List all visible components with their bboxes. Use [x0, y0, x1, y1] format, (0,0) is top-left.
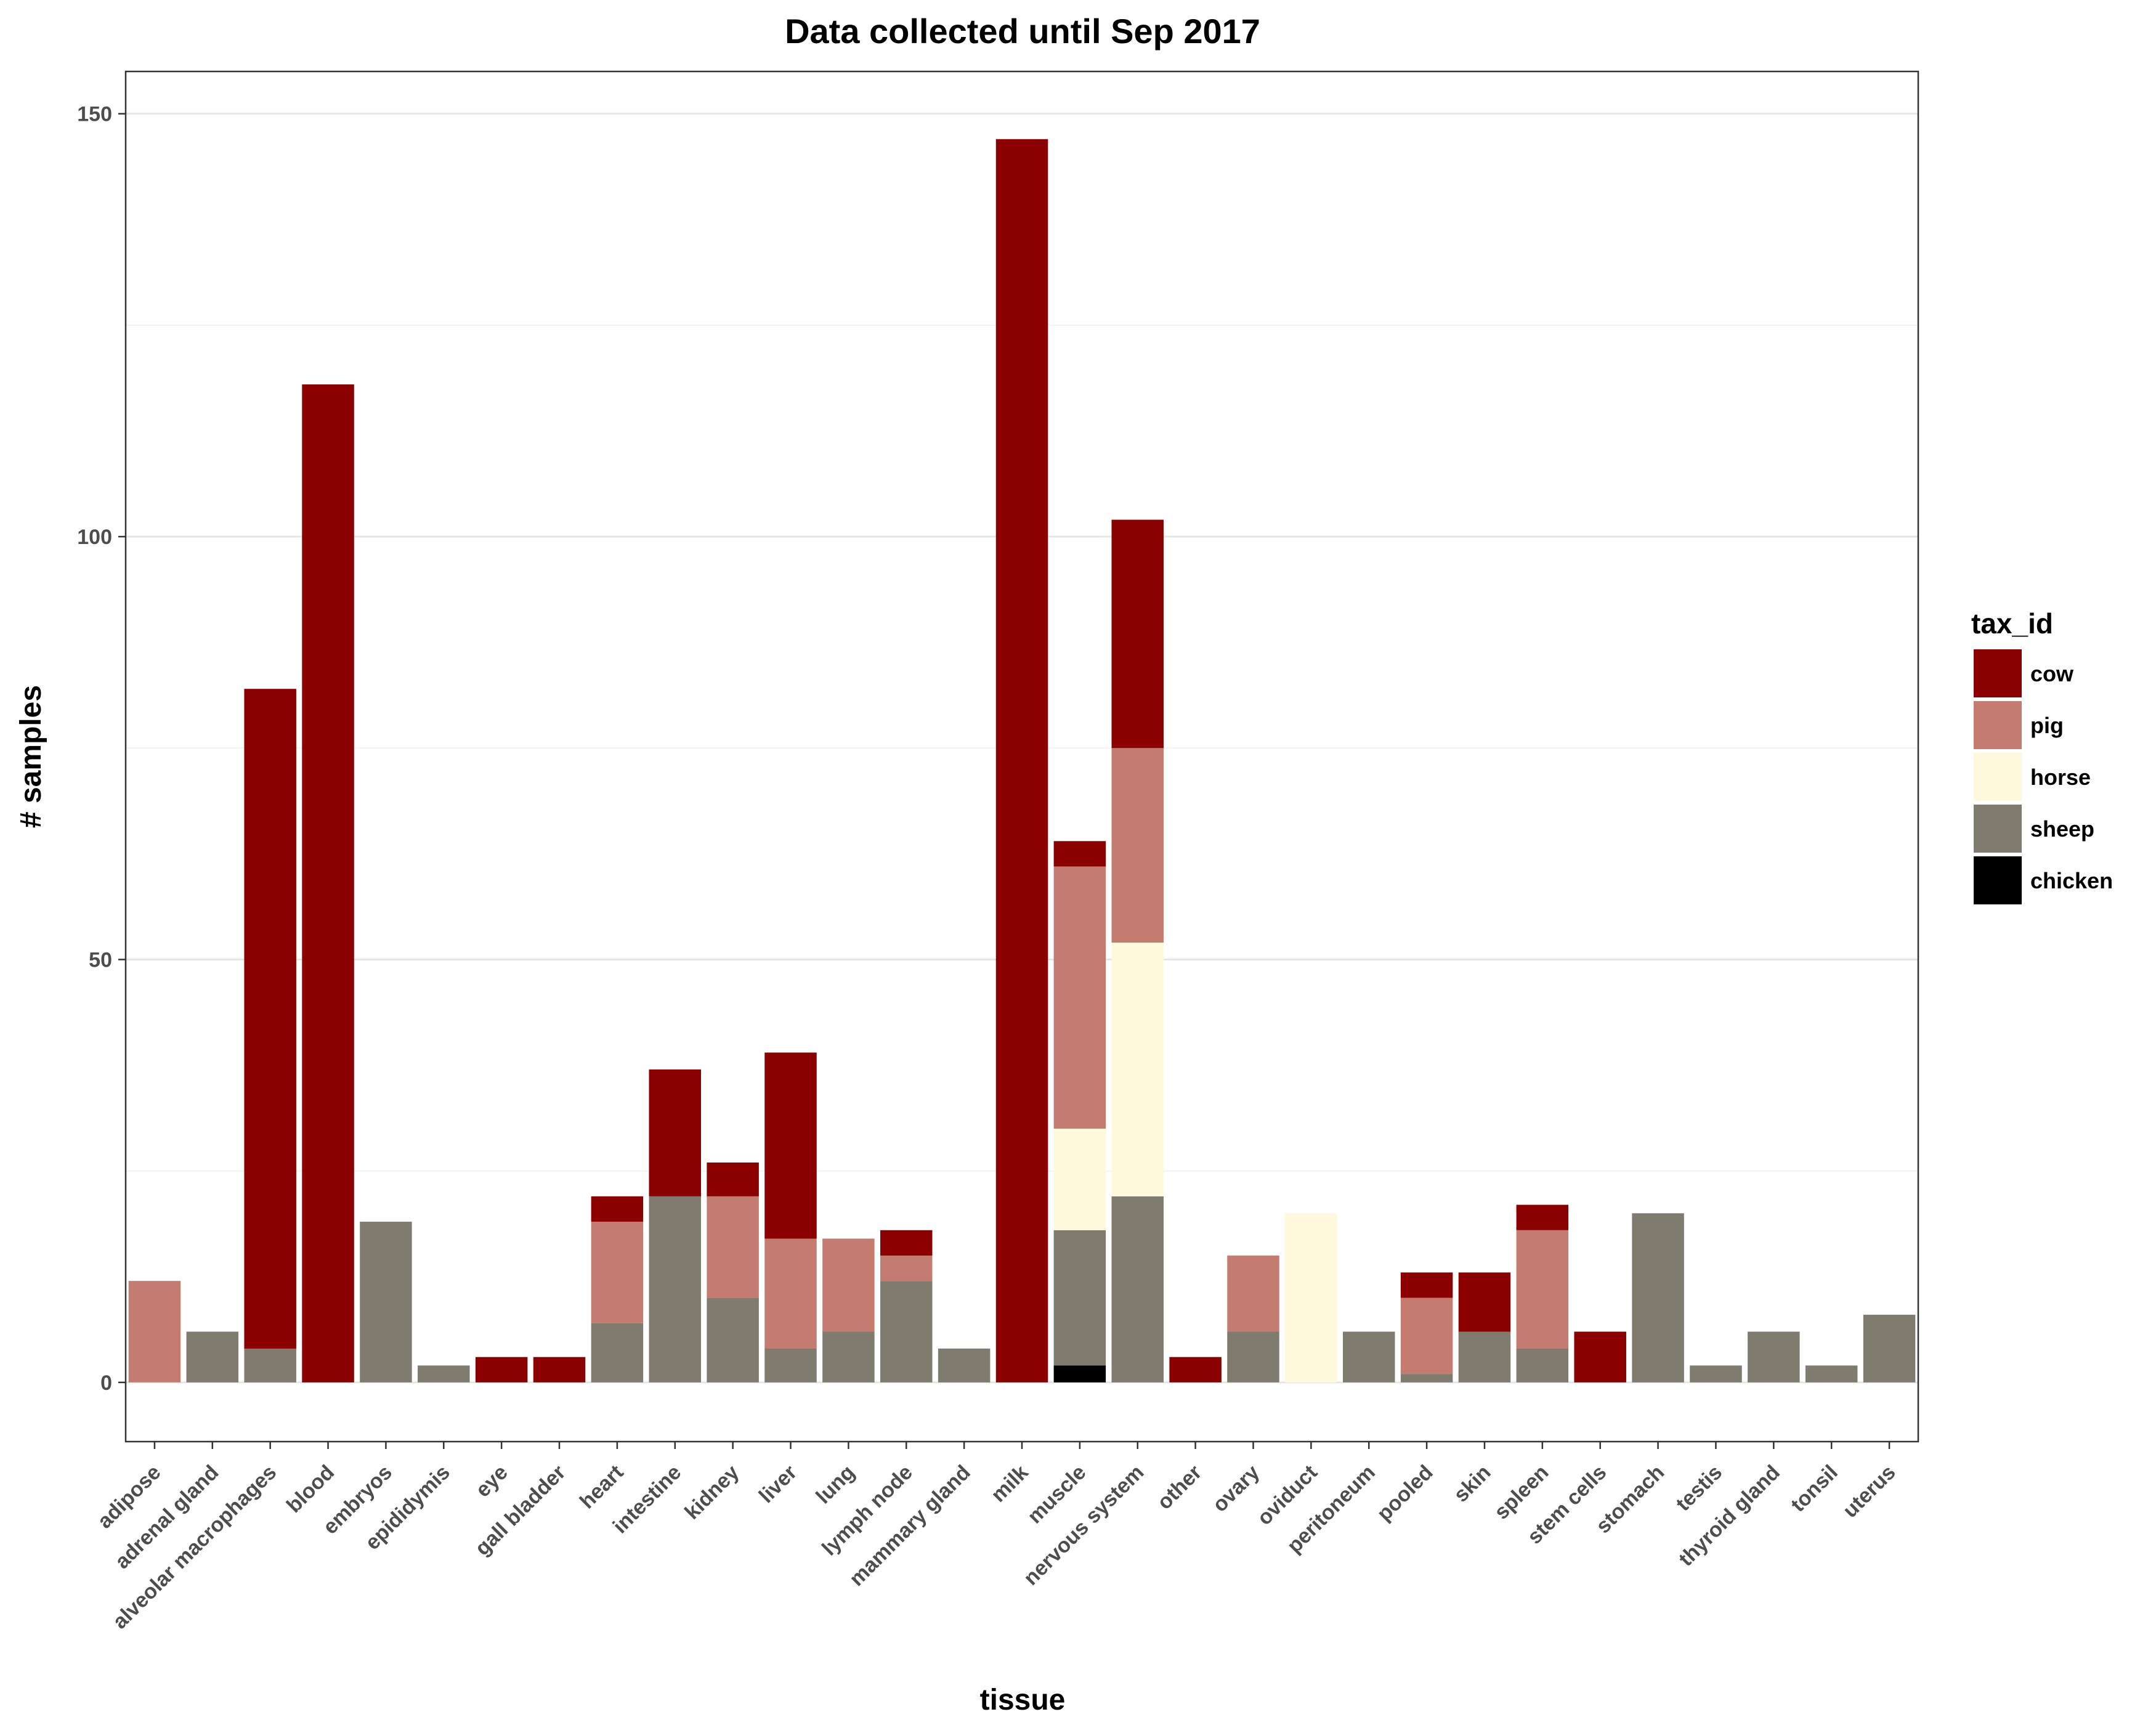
legend-label-chicken: chicken	[2030, 868, 2113, 893]
bar-sheep-nervous-system	[1111, 1196, 1164, 1382]
bar-pig-ovary	[1227, 1255, 1279, 1332]
bar-horse-nervous-system	[1111, 943, 1164, 1196]
x-tick-label: other	[1153, 1461, 1206, 1514]
bar-pig-kidney	[707, 1196, 759, 1298]
bar-pig-pooled	[1400, 1297, 1453, 1374]
bar-pig-liver	[764, 1238, 817, 1349]
bar-cow-blood	[302, 384, 354, 1382]
bar-sheep-embryos	[360, 1222, 412, 1382]
x-tick-label: tonsil	[1786, 1461, 1842, 1517]
legend-key-sheep	[1974, 805, 2022, 853]
bar-pig-lymph-node	[880, 1255, 933, 1281]
bar-sheep-skin	[1458, 1331, 1511, 1382]
x-axis-title: tissue	[980, 1684, 1066, 1716]
x-tick-label: lung	[811, 1461, 859, 1509]
bar-sheep-intestine	[649, 1196, 702, 1382]
legend-label-sheep: sheep	[2030, 816, 2094, 842]
x-tick-label: liver	[755, 1461, 801, 1508]
bar-sheep-alveolar-macrophages	[244, 1348, 296, 1382]
bar-sheep-tonsil	[1805, 1365, 1858, 1382]
bar-cow-alveolar-macrophages	[244, 689, 296, 1349]
x-tick-label: milk	[987, 1461, 1033, 1507]
bar-cow-muscle	[1053, 841, 1106, 867]
bar-cow-skin	[1458, 1272, 1511, 1332]
bar-sheep-adrenal-gland	[186, 1331, 239, 1382]
bar-cow-milk	[995, 139, 1048, 1382]
bar-pig-adipose	[128, 1281, 181, 1382]
bar-sheep-muscle	[1053, 1230, 1106, 1366]
legend: tax_id cow pig horse sheep chicken	[1971, 607, 2113, 904]
bar-pig-spleen	[1516, 1230, 1569, 1349]
bar-sheep-thyroid-gland	[1748, 1331, 1800, 1382]
bars	[128, 139, 1916, 1382]
bar-cow-heart	[591, 1196, 644, 1222]
x-tick-label: ovary	[1208, 1461, 1264, 1517]
bar-pig-muscle	[1053, 866, 1106, 1129]
bar-sheep-pooled	[1400, 1374, 1453, 1382]
x-tick-label: adrenal gland	[110, 1461, 223, 1573]
bar-sheep-kidney	[707, 1297, 759, 1382]
bar-cow-nervous-system	[1111, 519, 1164, 749]
x-tick-label: pooled	[1372, 1461, 1438, 1526]
x-tick-label: heart	[575, 1461, 628, 1514]
legend-key-pig	[1974, 701, 2022, 749]
x-tick-label: uterus	[1838, 1461, 1900, 1522]
legend-title: tax_id	[1971, 607, 2053, 639]
x-tick-label: thyroid gland	[1674, 1461, 1785, 1571]
bar-pig-lung	[822, 1238, 875, 1332]
x-tick-label: kidney	[680, 1461, 744, 1524]
legend-key-chicken	[1974, 856, 2022, 904]
bar-sheep-epididymis	[418, 1365, 470, 1382]
x-tick-label: testis	[1671, 1461, 1727, 1516]
bar-cow-intestine	[649, 1069, 702, 1196]
bar-pig-heart	[591, 1222, 644, 1323]
bar-cow-eye	[475, 1357, 528, 1382]
bar-sheep-peritoneum	[1342, 1331, 1395, 1382]
bar-chicken-muscle	[1053, 1365, 1106, 1382]
bar-sheep-heart	[591, 1323, 644, 1382]
bar-sheep-lymph-node	[880, 1281, 933, 1382]
y-tick-label: 50	[89, 948, 112, 972]
bar-cow-lymph-node	[880, 1230, 933, 1256]
legend-label-horse: horse	[2030, 765, 2091, 790]
y-tick-label: 150	[77, 103, 112, 126]
bar-cow-pooled	[1400, 1272, 1453, 1298]
x-tick-label: skin	[1449, 1461, 1496, 1507]
legend-label-cow: cow	[2030, 661, 2074, 686]
bar-sheep-mammary-gland	[938, 1348, 991, 1382]
x-tick-label: blood	[282, 1461, 339, 1517]
bar-cow-kidney	[707, 1162, 759, 1196]
bar-cow-stem-cells	[1574, 1331, 1626, 1382]
y-tick-label: 100	[77, 526, 112, 549]
bar-sheep-lung	[822, 1331, 875, 1382]
legend-label-pig: pig	[2030, 713, 2064, 738]
y-axis: 0 50 100 150	[77, 103, 126, 1395]
bar-cow-liver	[764, 1052, 817, 1239]
bar-sheep-liver	[764, 1348, 817, 1382]
bar-sheep-testis	[1690, 1365, 1742, 1382]
bar-horse-oviduct	[1285, 1213, 1337, 1382]
y-tick-label: 0	[100, 1371, 112, 1395]
bar-sheep-spleen	[1516, 1348, 1569, 1382]
bar-cow-gall-bladder	[533, 1357, 586, 1382]
x-tick-label: eye	[471, 1461, 513, 1502]
legend-key-horse	[1974, 753, 2022, 801]
chart-title: Data collected until Sep 2017	[785, 12, 1260, 51]
bar-sheep-stomach	[1632, 1213, 1684, 1382]
bar-horse-muscle	[1053, 1129, 1106, 1230]
bar-cow-spleen	[1516, 1204, 1569, 1230]
bar-pig-nervous-system	[1111, 748, 1164, 943]
bar-cow-other	[1169, 1357, 1222, 1382]
y-axis-title: # samples	[15, 685, 47, 828]
bar-sheep-uterus	[1863, 1315, 1916, 1382]
bar-sheep-ovary	[1227, 1331, 1279, 1382]
legend-key-cow	[1974, 649, 2022, 697]
